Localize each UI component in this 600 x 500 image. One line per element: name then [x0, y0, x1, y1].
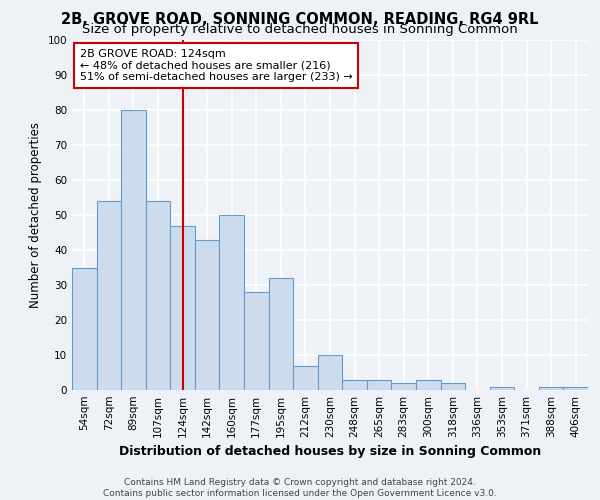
Bar: [220, 215, 244, 390]
Bar: [440, 383, 465, 390]
Text: 2B, GROVE ROAD, SONNING COMMON, READING, RG4 9RL: 2B, GROVE ROAD, SONNING COMMON, READING,…: [61, 12, 539, 28]
Bar: [342, 380, 367, 390]
Bar: [391, 383, 416, 390]
Bar: [416, 380, 440, 390]
Y-axis label: Number of detached properties: Number of detached properties: [29, 122, 42, 308]
Bar: [170, 226, 195, 390]
Bar: [269, 278, 293, 390]
Bar: [367, 380, 391, 390]
Bar: [195, 240, 220, 390]
Bar: [539, 386, 563, 390]
Bar: [72, 268, 97, 390]
Bar: [318, 355, 342, 390]
Bar: [293, 366, 318, 390]
Bar: [121, 110, 146, 390]
Text: 2B GROVE ROAD: 124sqm
← 48% of detached houses are smaller (216)
51% of semi-det: 2B GROVE ROAD: 124sqm ← 48% of detached …: [80, 49, 352, 82]
X-axis label: Distribution of detached houses by size in Sonning Common: Distribution of detached houses by size …: [119, 446, 541, 458]
Text: Contains HM Land Registry data © Crown copyright and database right 2024.
Contai: Contains HM Land Registry data © Crown c…: [103, 478, 497, 498]
Bar: [97, 201, 121, 390]
Bar: [490, 386, 514, 390]
Text: Size of property relative to detached houses in Sonning Common: Size of property relative to detached ho…: [82, 22, 518, 36]
Bar: [146, 201, 170, 390]
Bar: [244, 292, 269, 390]
Bar: [563, 386, 588, 390]
